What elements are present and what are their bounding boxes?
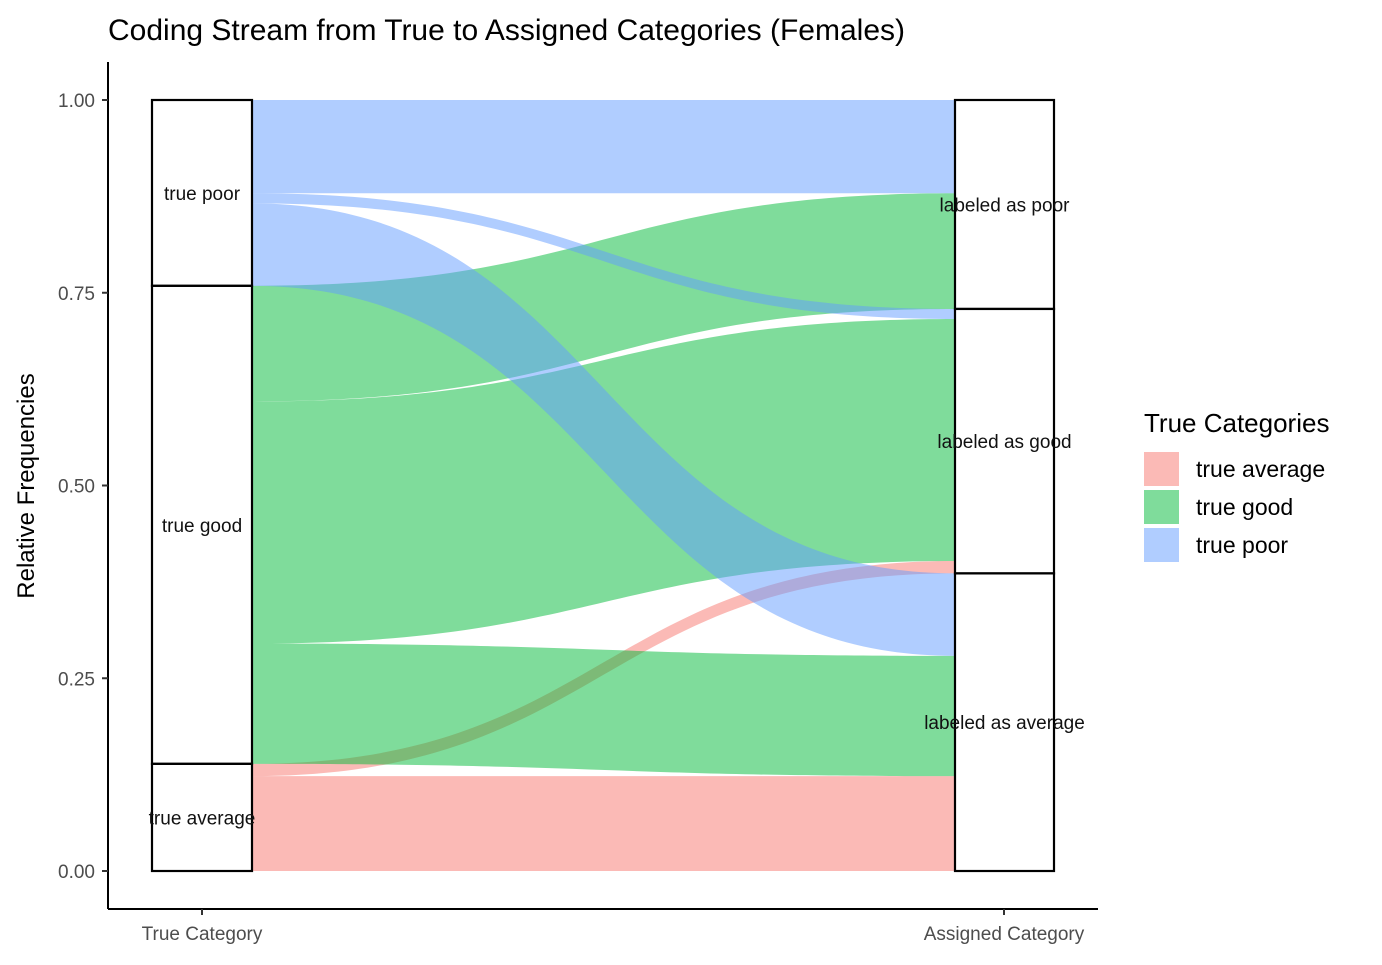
legend-swatch-true-good — [1144, 490, 1179, 524]
x-tick-label-assigned-category: Assigned Category — [924, 924, 1085, 945]
y-tick-label-0-25: 0.25 — [58, 669, 95, 690]
flows-layer — [252, 100, 955, 871]
flow-true-average-to-labeled-as-average — [252, 776, 955, 871]
stratum-left-true-poor — [150, 98, 254, 287]
y-tick-label-0-75: 0.75 — [58, 284, 95, 305]
stratum-label-labeled-as-good: labeled as good — [937, 432, 1071, 453]
chart-title: Coding Stream from True to Assigned Cate… — [108, 14, 905, 47]
stratum-label-labeled-as-average: labeled as average — [924, 713, 1085, 734]
flow-true-poor-to-labeled-as-average — [252, 203, 955, 656]
flow-true-good-to-labeled-as-poor — [252, 193, 955, 402]
legend-swatch-true-poor — [1144, 528, 1179, 562]
legend: True Categories true average true good tru… — [1144, 408, 1329, 562]
flow-true-good-to-labeled-as-average — [252, 643, 955, 777]
axes-layer: 0.00 0.25 0.50 0.75 1.00 True Category Assigne… — [58, 62, 1098, 945]
flow-true-poor-to-labeled-as-good — [252, 193, 955, 319]
flow-true-poor-to-labeled-as-poor — [252, 100, 955, 194]
legend-label-true-poor: true poor — [1196, 532, 1288, 558]
y-tick-label-1-00: 1.00 — [58, 91, 95, 112]
stratum-label-true-average: true average — [149, 808, 256, 829]
stratum-label-true-good: true good — [162, 516, 242, 537]
legend-label-true-good: true good — [1196, 494, 1293, 520]
x-tick-label-true-category: True Category — [142, 924, 263, 945]
legend-swatch-true-average — [1144, 452, 1179, 486]
stratum-label-labeled-as-poor: labeled as poor — [940, 195, 1071, 216]
y-tick-label-0-50: 0.50 — [58, 477, 95, 498]
legend-title: True Categories — [1144, 408, 1329, 438]
strata-layer: true average true good true poor labeled as… — [149, 98, 1085, 873]
stratum-right-labeled-as-poor — [953, 98, 1056, 311]
y-tick-label-0-00: 0.00 — [58, 862, 95, 883]
y-axis-title: Relative Frequencies — [13, 373, 40, 598]
stratum-label-true-poor: true poor — [164, 184, 241, 205]
legend-label-true-average: true average — [1196, 456, 1325, 482]
